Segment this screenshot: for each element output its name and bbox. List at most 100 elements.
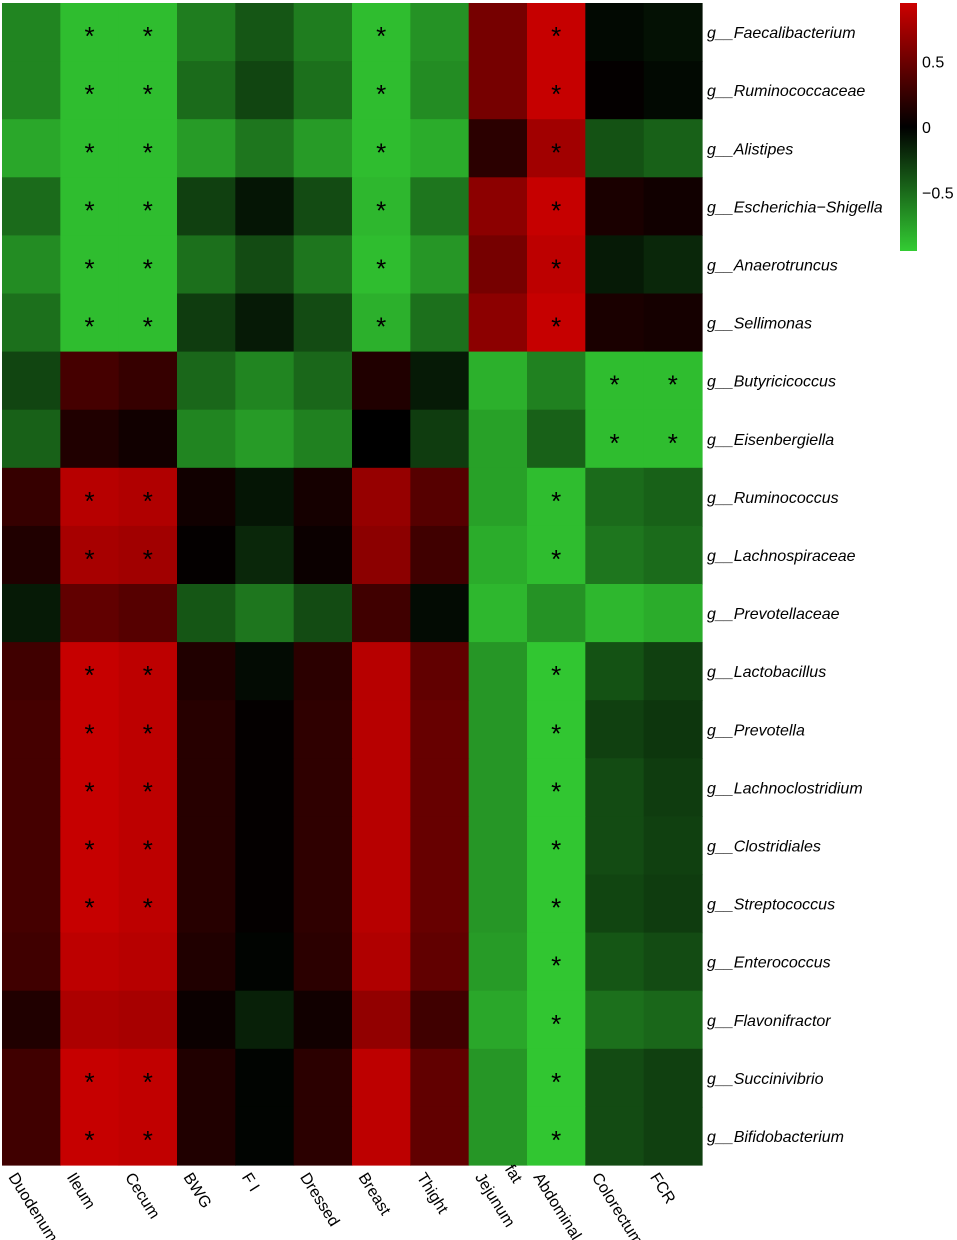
heatmap-cell [468, 3, 528, 62]
row-label: g__Enterococcus [707, 955, 831, 972]
heatmap-cell [585, 816, 645, 876]
significance-star: * [551, 660, 561, 690]
column-label: BWG [180, 1170, 215, 1211]
heatmap-cell [118, 467, 178, 527]
heatmap-cell [60, 177, 120, 236]
heatmap-cell [643, 1106, 703, 1166]
heatmap-cell [2, 1048, 61, 1108]
heatmap-cell [468, 293, 528, 353]
heatmap-cell [293, 409, 353, 469]
heatmap-cell [177, 119, 236, 178]
heatmap-cell [235, 177, 295, 236]
heatmap-cell [235, 1048, 295, 1108]
heatmap-cell [293, 874, 353, 934]
heatmap-cell [643, 584, 703, 643]
heatmap-cell [293, 525, 353, 585]
heatmap-cell [585, 874, 645, 934]
significance-star: * [84, 195, 94, 225]
heatmap-cell [293, 932, 353, 992]
heatmap-cell [410, 293, 470, 353]
heatmap-cell [468, 61, 528, 120]
heatmap-cell [527, 932, 586, 992]
heatmap-cell [2, 584, 61, 643]
heatmap-cell [60, 932, 120, 992]
heatmap-cell [468, 525, 528, 585]
heatmap-cell [118, 3, 178, 62]
heatmap-cell [352, 816, 411, 876]
significance-star: * [84, 253, 94, 283]
significance-star: * [551, 1009, 561, 1039]
heatmap-cell [2, 1106, 61, 1166]
column-label: Colorectum [588, 1170, 646, 1240]
heatmap-cell [410, 467, 470, 527]
row-label: g__Lachnospiraceae [707, 548, 856, 565]
heatmap-cell [60, 61, 120, 120]
heatmap-cell [118, 177, 178, 236]
heatmap-cell [177, 61, 236, 120]
significance-markers: * * * * * * * * * * * * * * * * * * * * * * * * * * * * * * * * * * * * * * * *… [84, 21, 677, 1155]
row-label: g__Lactobacillus [707, 664, 826, 681]
heatmap-cell [177, 525, 236, 585]
significance-star: * [551, 834, 561, 864]
row-label: g__Alistipes [707, 141, 793, 158]
significance-star: * [376, 137, 386, 167]
heatmap-cell [527, 874, 586, 934]
heatmap-cell [410, 758, 470, 817]
heatmap-cell [585, 3, 645, 62]
heatmap-cell [118, 1106, 178, 1166]
heatmap-cell [527, 3, 586, 62]
heatmap-cell [235, 351, 295, 411]
heatmap-cell [293, 816, 353, 876]
significance-star: * [668, 370, 678, 400]
heatmap-cell [235, 61, 295, 120]
heatmap-cell [177, 642, 236, 701]
heatmap-cell [177, 932, 236, 992]
heatmap-cell [60, 1048, 120, 1108]
column-label: Breast [355, 1170, 394, 1219]
heatmap-cell [352, 293, 411, 353]
heatmap-cell [352, 467, 411, 527]
heatmap-cell [60, 758, 120, 817]
heatmap-cell [177, 700, 236, 759]
heatmap-cell [410, 235, 470, 295]
heatmap-cell [468, 409, 528, 469]
heatmap-cell [352, 177, 411, 236]
significance-star: * [668, 428, 678, 458]
heatmap-cell [177, 584, 236, 643]
column-label: Cecum [121, 1170, 162, 1222]
heatmap-cell [643, 816, 703, 876]
significance-star: * [551, 544, 561, 574]
heatmap-cell [177, 758, 236, 817]
column-label: Dressed [296, 1170, 342, 1230]
significance-star: * [143, 776, 153, 806]
significance-star: * [376, 79, 386, 109]
significance-star: * [551, 21, 561, 51]
heatmap-cell [527, 351, 586, 411]
significance-star: * [143, 660, 153, 690]
heatmap-cell [643, 467, 703, 527]
significance-star: * [84, 21, 94, 51]
heatmap-cell [585, 61, 645, 120]
heatmap-cell [2, 235, 61, 295]
heatmap-cell [527, 235, 586, 295]
heatmap-cell [235, 235, 295, 295]
significance-star: * [551, 1067, 561, 1097]
heatmap-cell [118, 525, 178, 585]
heatmap-cell [293, 61, 353, 120]
significance-star: * [143, 21, 153, 51]
significance-star: * [551, 253, 561, 283]
heatmap-cell [643, 758, 703, 817]
significance-star: * [143, 79, 153, 109]
heatmap-cell [293, 990, 353, 1050]
heatmap-cell [60, 119, 120, 178]
heatmap-cell [468, 119, 528, 178]
row-label: g__Prevotellaceae [707, 606, 840, 623]
row-label: g__Flavonifractor [707, 1013, 831, 1030]
heatmap-cell [352, 3, 411, 62]
row-label: g__Succinivibrio [707, 1071, 824, 1088]
significance-star: * [143, 195, 153, 225]
heatmap-cell [293, 758, 353, 817]
significance-star: * [143, 834, 153, 864]
heatmap-cell [293, 3, 353, 62]
heatmap-cell [2, 932, 61, 992]
